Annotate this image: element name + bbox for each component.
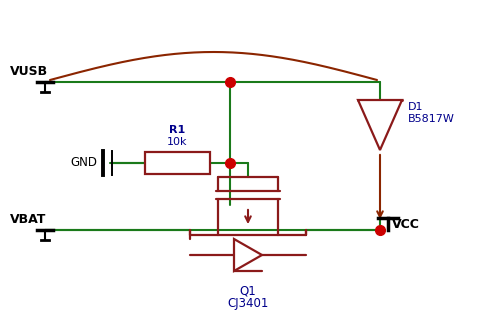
Text: VCC: VCC	[392, 217, 420, 230]
Text: CJ3401: CJ3401	[228, 297, 268, 310]
Text: R1: R1	[170, 125, 186, 135]
Text: Q1: Q1	[240, 285, 256, 298]
Polygon shape	[358, 100, 402, 150]
Polygon shape	[234, 239, 262, 271]
Text: D1: D1	[408, 102, 424, 112]
Text: VBAT: VBAT	[10, 213, 46, 226]
Bar	[145, 152, 210, 174]
Text: GND: GND	[70, 156, 97, 170]
Text: B5817W: B5817W	[408, 114, 455, 124]
Text: VUSB: VUSB	[10, 65, 48, 78]
Text: 10k: 10k	[167, 137, 188, 147]
